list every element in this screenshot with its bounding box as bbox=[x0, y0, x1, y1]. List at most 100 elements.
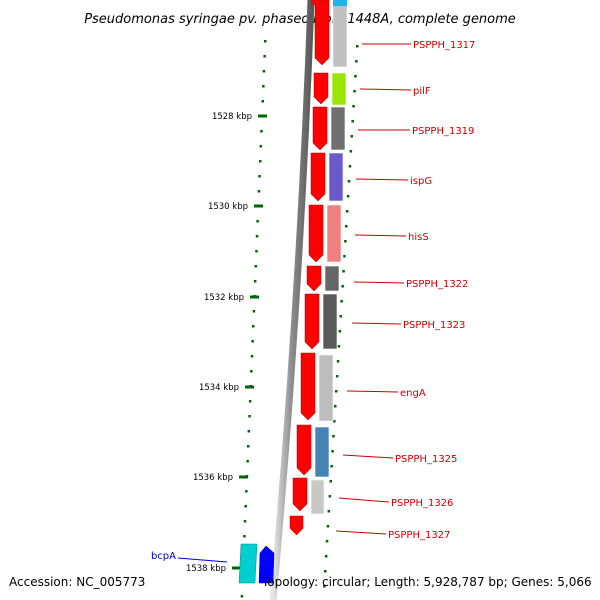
position-dot bbox=[253, 280, 257, 283]
position-dot bbox=[247, 445, 250, 448]
position-dot bbox=[244, 505, 247, 508]
tick-label: 1538 kbp bbox=[186, 564, 226, 574]
gene-label[interactable]: bcpA bbox=[151, 551, 176, 562]
gene-annotation-bar[interactable] bbox=[314, 426, 330, 478]
bcpa-gene-annotation[interactable] bbox=[238, 543, 258, 584]
gene-annotation-bar[interactable] bbox=[324, 265, 340, 292]
accession-text: Accession: NC_005773 bbox=[9, 575, 145, 589]
gene-annotation-bar[interactable] bbox=[328, 152, 344, 202]
position-dot bbox=[329, 480, 332, 483]
position-dot bbox=[255, 250, 258, 253]
position-dot bbox=[333, 420, 336, 423]
forward-strand-gene[interactable] bbox=[314, 0, 330, 66]
position-dot bbox=[254, 265, 258, 268]
tick-label: 1530 kbp bbox=[208, 202, 248, 212]
gene-label[interactable]: pilF bbox=[413, 86, 431, 97]
tick-mark bbox=[254, 204, 263, 208]
position-dot bbox=[353, 90, 356, 93]
position-dot bbox=[256, 220, 259, 223]
position-dot bbox=[251, 340, 254, 343]
gene-annotation-bar[interactable] bbox=[330, 106, 346, 151]
position-dot bbox=[324, 570, 327, 573]
tick-label: 1532 kbp bbox=[204, 293, 244, 303]
position-dot bbox=[264, 40, 267, 43]
forward-strand-gene[interactable] bbox=[310, 152, 326, 202]
gene-label[interactable]: PSPPH_1323 bbox=[403, 320, 465, 331]
position-dot bbox=[335, 375, 339, 378]
position-dot bbox=[330, 465, 333, 468]
position-dot bbox=[332, 435, 335, 438]
position-dot bbox=[336, 360, 340, 363]
position-dot bbox=[257, 190, 261, 193]
gene-annotation-bar[interactable] bbox=[310, 479, 325, 515]
position-dots bbox=[240, 40, 359, 598]
genome-summary-text: Topology: circular; Length: 5,928,787 bp… bbox=[261, 575, 592, 589]
tick-mark bbox=[245, 385, 254, 389]
position-dot bbox=[345, 210, 349, 213]
position-dot bbox=[339, 315, 342, 318]
position-dot bbox=[247, 430, 251, 433]
position-dot bbox=[261, 100, 264, 103]
position-dot bbox=[260, 130, 263, 133]
map-title: Pseudomonas syringae pv. phaseolicola 14… bbox=[84, 12, 516, 27]
forward-strand-gene[interactable] bbox=[312, 106, 328, 151]
tick-mark bbox=[232, 566, 241, 570]
gene-label[interactable]: hisS bbox=[408, 232, 429, 243]
forward-strand-gene[interactable] bbox=[304, 293, 320, 350]
forward-strand-gene[interactable] bbox=[292, 477, 308, 512]
forward-strand-gene[interactable] bbox=[306, 265, 322, 292]
forward-strand-gene[interactable] bbox=[300, 352, 316, 421]
gene-label[interactable]: PSPPH_1322 bbox=[406, 279, 468, 290]
position-dot bbox=[338, 330, 342, 333]
forward-strand-gene[interactable] bbox=[311, 0, 319, 5]
label-leader-line bbox=[355, 178, 409, 181]
position-dot bbox=[356, 45, 359, 48]
tick-label: 1528 kbp bbox=[212, 112, 252, 122]
gene-label[interactable]: PSPPH_1319 bbox=[412, 126, 474, 137]
position-dot bbox=[334, 405, 337, 408]
position-dot bbox=[248, 400, 252, 403]
position-dot bbox=[259, 145, 263, 148]
position-dot bbox=[355, 60, 358, 63]
gene-label[interactable]: PSPPH_1327 bbox=[388, 530, 450, 541]
gene-label[interactable]: engA bbox=[400, 388, 426, 399]
position-dot bbox=[337, 345, 341, 348]
position-dot bbox=[258, 175, 261, 178]
position-dot bbox=[345, 225, 348, 228]
gene-annotation-bar[interactable] bbox=[331, 72, 347, 106]
forward-strand-gene[interactable] bbox=[289, 515, 304, 536]
gene-label[interactable]: PSPPH_1317 bbox=[413, 40, 475, 51]
position-dot bbox=[324, 555, 328, 558]
position-dot bbox=[245, 490, 248, 493]
position-dot bbox=[252, 310, 256, 313]
gene-annotation-bar[interactable] bbox=[318, 354, 334, 422]
gene-annotation-bar[interactable] bbox=[332, 3, 348, 68]
gene-annotation-bar[interactable] bbox=[333, 0, 347, 6]
forward-strand-gene[interactable] bbox=[296, 424, 312, 476]
gene-annotation-bar[interactable] bbox=[326, 204, 342, 263]
position-dot bbox=[351, 120, 354, 123]
gene-annotation-bar[interactable] bbox=[322, 293, 338, 350]
genome-backbone bbox=[269, 0, 315, 600]
forward-strand-gene[interactable] bbox=[308, 204, 324, 263]
position-dot bbox=[331, 450, 334, 453]
position-dot bbox=[328, 495, 332, 498]
position-dot bbox=[250, 370, 253, 373]
position-dot bbox=[240, 595, 244, 598]
gene-label[interactable]: PSPPH_1325 bbox=[395, 454, 457, 465]
reverse-strand-gene[interactable] bbox=[258, 545, 275, 584]
label-leader-line bbox=[359, 88, 412, 91]
coordinate-ticks: 1528 kbp 1530 kbp 1532 kbp 1534 kbp 1536 kbp… bbox=[186, 112, 267, 574]
tick-mark bbox=[258, 114, 267, 118]
gene-features bbox=[238, 0, 348, 584]
gene-label[interactable]: ispG bbox=[410, 176, 432, 187]
position-dot bbox=[325, 540, 329, 543]
position-dot bbox=[347, 180, 351, 183]
position-dot bbox=[326, 525, 330, 528]
position-dot bbox=[352, 105, 355, 108]
position-dot bbox=[243, 535, 246, 538]
forward-strand-gene[interactable] bbox=[313, 72, 329, 105]
gene-label[interactable]: PSPPH_1326 bbox=[391, 498, 453, 509]
position-dot bbox=[262, 70, 266, 73]
